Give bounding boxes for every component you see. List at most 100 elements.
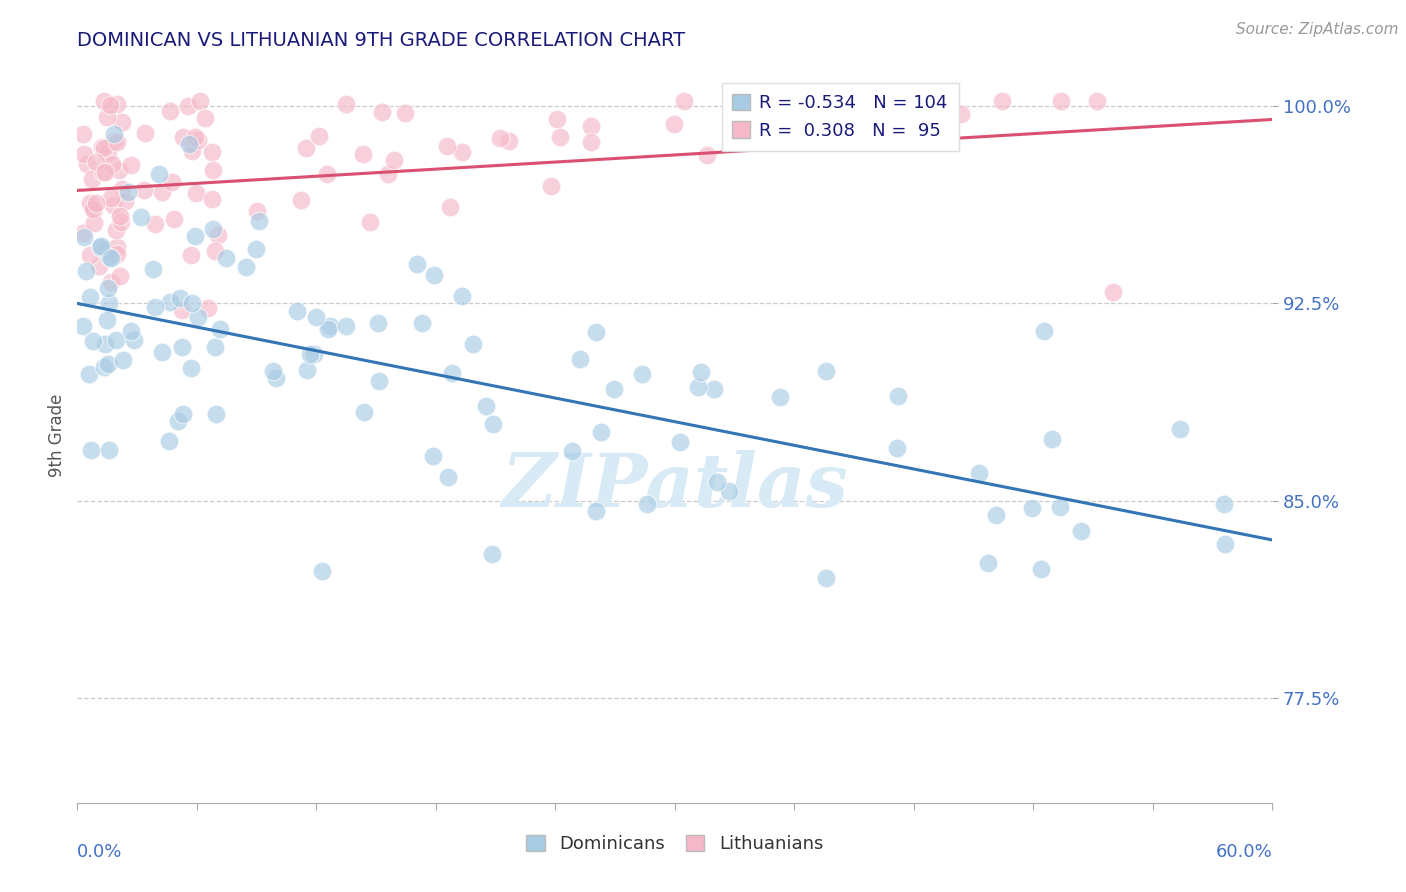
Point [247, 213, 270, 227]
Point [245, 242, 267, 256]
Point [77, 367, 100, 381]
Point [177, 99, 200, 113]
Point [285, 303, 308, 318]
Point [367, 316, 389, 330]
Point [159, 103, 181, 118]
Point [120, 324, 142, 338]
Point [1213, 498, 1236, 512]
Point [97, 281, 120, 295]
Point [353, 405, 375, 419]
Legend: Dominicans, Lithuanians: Dominicans, Lithuanians [519, 827, 831, 860]
Point [673, 94, 696, 108]
Point [202, 162, 225, 177]
Point [382, 153, 405, 168]
Point [264, 371, 287, 385]
Point [159, 294, 181, 309]
Point [949, 107, 972, 121]
Point [636, 497, 658, 511]
Point [87, 259, 110, 273]
Point [201, 145, 224, 159]
Point [96, 110, 118, 124]
Point [177, 137, 200, 152]
Point [83, 216, 105, 230]
Point [107, 163, 129, 178]
Point [1029, 562, 1052, 576]
Text: DOMINICAN VS LITHUANIAN 9TH GRADE CORRELATION CHART: DOMINICAN VS LITHUANIAN 9TH GRADE CORREL… [77, 31, 686, 50]
Point [143, 300, 166, 314]
Point [481, 547, 503, 561]
Point [82, 334, 104, 349]
Point [371, 104, 394, 119]
Point [83, 202, 105, 217]
Point [97, 145, 120, 160]
Point [591, 425, 613, 439]
Point [406, 257, 429, 271]
Point [631, 367, 654, 381]
Point [335, 319, 357, 334]
Point [100, 275, 122, 289]
Text: 60.0%: 60.0% [1216, 843, 1272, 862]
Point [105, 240, 128, 254]
Point [318, 321, 340, 335]
Point [686, 380, 709, 394]
Point [93, 141, 115, 155]
Point [111, 115, 134, 129]
Point [181, 145, 204, 159]
Point [991, 94, 1014, 108]
Point [298, 346, 321, 360]
Point [181, 296, 204, 310]
Point [441, 367, 464, 381]
Point [104, 223, 127, 237]
Point [290, 193, 312, 207]
Point [188, 94, 211, 108]
Point [1213, 536, 1236, 550]
Point [423, 268, 446, 282]
Text: 0.0%: 0.0% [77, 843, 122, 862]
Point [111, 182, 134, 196]
Point [100, 191, 122, 205]
Point [585, 504, 607, 518]
Point [90, 238, 112, 252]
Point [170, 340, 193, 354]
Point [706, 475, 728, 490]
Point [122, 334, 145, 348]
Point [103, 127, 125, 141]
Point [262, 364, 284, 378]
Point [172, 408, 194, 422]
Point [145, 217, 167, 231]
Point [91, 140, 114, 154]
Point [1021, 500, 1043, 515]
Point [96, 313, 118, 327]
Point [142, 262, 165, 277]
Point [1102, 285, 1125, 299]
Point [184, 129, 207, 144]
Text: ZIPatlas: ZIPatlas [502, 450, 848, 523]
Point [669, 434, 692, 449]
Point [585, 325, 607, 339]
Point [335, 96, 357, 111]
Point [814, 363, 837, 377]
Point [368, 374, 391, 388]
Point [1085, 94, 1108, 108]
Text: Source: ZipAtlas.com: Source: ZipAtlas.com [1236, 22, 1399, 37]
Point [169, 291, 191, 305]
Point [72, 128, 94, 142]
Point [540, 179, 562, 194]
Point [546, 112, 568, 127]
Point [215, 251, 238, 265]
Point [718, 483, 741, 498]
Point [96, 357, 118, 371]
Point [352, 147, 374, 161]
Point [984, 508, 1007, 522]
Point [194, 112, 217, 126]
Point [561, 444, 583, 458]
Point [79, 248, 101, 262]
Point [100, 251, 122, 265]
Point [202, 221, 225, 235]
Point [451, 289, 474, 303]
Point [82, 202, 104, 216]
Point [75, 263, 97, 277]
Point [120, 158, 142, 172]
Point [489, 131, 512, 145]
Point [79, 290, 101, 304]
